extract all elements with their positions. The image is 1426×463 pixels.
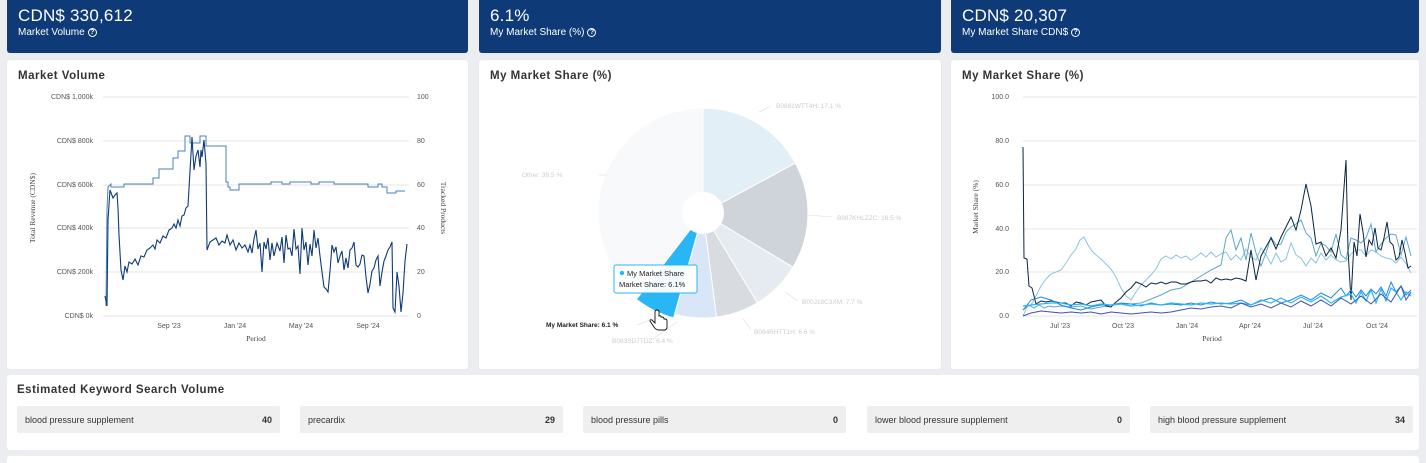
x-tick: Jan '24 [1176,323,1198,330]
keyword-volume: 0 [832,414,838,425]
y-tick-left: CDN$ 1,000k [51,94,94,101]
kpi-market-share-cdn: CDN$ 20,307 My Market Share CDN$? [951,0,1419,53]
y-tick-left: CDN$ 200k [57,269,94,276]
keyword-term: blood pressure supplement [25,414,134,425]
revenue-series [104,136,408,315]
keyword-chip[interactable]: lower blood pressure supplement 0 [867,406,1130,433]
market-volume-chart[interactable]: CDN$ 1,000k CDN$ 800k CDN$ 600k CDN$ 400… [7,60,468,369]
y-tick: 40.0 [995,226,1009,233]
card-title: My Market Share (%) [490,70,612,82]
y-axis-label-left: Total Revenue (CDN$) [28,173,37,243]
tooltip-value: Market Share: 6.1% [619,280,686,289]
y-tick: 20.0 [995,269,1009,276]
market-share-trend-chart[interactable]: 100.0 80.0 60.0 40.0 20.0 0.0 Jul '23 Oc… [951,60,1419,369]
pie-label: B087KHLZZC: 16.5 % [837,215,902,222]
keyword-term: lower blood pressure supplement [875,414,1008,425]
series-indigo [1022,284,1412,317]
card-title: My Market Share (%) [962,70,1084,82]
y-tick-right: 40 [417,225,425,232]
keyword-term: high blood pressure supplement [1158,414,1287,425]
x-tick: May '24 [289,323,313,330]
market-share-trend-card: My Market Share (%) 100.0 80.0 60.0 40.0… [951,60,1419,369]
keyword-chip[interactable]: high blood pressure supplement 34 [1150,406,1413,433]
kpi-market-volume: CDN$ 330,612 Market Volume? [7,0,468,53]
card-title: Market Volume [18,70,106,82]
pie-label: B084RHTT1H: 6.6 % [754,329,815,336]
kpi-value: CDN$ 330,612 [18,6,133,25]
keyword-volume: 0 [1116,414,1122,425]
y-tick: 100.0 [991,94,1009,101]
series-teal [1022,219,1412,311]
series-dark-navy [1022,146,1412,308]
kpi-value: 6.1% [490,6,530,25]
x-tick: Oct '23 [1112,323,1134,330]
help-icon[interactable]: ? [587,28,597,37]
x-tick: Oct '24 [1366,323,1388,330]
y-tick-left: CDN$ 0k [65,313,94,320]
series-sky [1022,287,1412,307]
pie-hole [682,192,724,234]
keyword-chip[interactable]: precardix 29 [300,406,563,433]
pie-slice[interactable] [702,107,797,214]
kpi-label: Market Volume [18,27,85,38]
pie-tooltip: My Market Share Market Share: 6.1% [613,264,698,294]
y-tick-left: CDN$ 600k [57,182,94,189]
y-tick: 80.0 [995,138,1009,145]
x-tick: Sep '24 [356,323,380,330]
y-tick: 60.0 [995,182,1009,189]
series-light-blue [1022,236,1412,317]
keyword-volume: 29 [544,414,555,425]
next-card-edge [7,456,1419,463]
x-tick: Jul '23 [1050,323,1070,330]
y-tick-right: 80 [417,138,425,145]
y-axis-label: Market Share (%) [971,180,980,234]
x-tick: Jul '24 [1303,323,1323,330]
help-icon[interactable]: ? [87,28,97,37]
y-tick-right: 100 [417,94,429,101]
kpi-market-share: 6.1% My Market Share (%)? [479,0,941,53]
x-tick: Sep '23 [157,323,181,330]
pie-slice[interactable] [701,162,809,268]
pie-label: B083SD7TDZ: 6.4 % [612,338,673,345]
keyword-volume: 40 [261,414,272,425]
y-tick-right: 60 [417,182,425,189]
pie-label-highlight: My Market Share: 6.1 % [546,322,618,329]
keyword-chip[interactable]: blood pressure supplement 40 [17,406,280,433]
x-axis-label: Period [246,334,266,343]
card-title: Estimated Keyword Search Volume [17,384,225,396]
keyword-search-volume-card: Estimated Keyword Search Volume blood pr… [7,375,1419,450]
keyword-chip[interactable]: blood pressure pills 0 [583,406,846,433]
market-share-pie-card: My Market Share (%) B0881WTT4H: 17.1 % B… [479,60,941,369]
tracked-products-series [105,135,405,307]
kpi-label: My Market Share CDN$ [962,27,1069,38]
x-tick: Apr '24 [1239,323,1261,330]
keyword-term: blood pressure pills [591,414,669,425]
y-tick-right: 0 [417,313,421,320]
market-volume-card: Market Volume CDN$ 1,000k CDN$ 800k CDN$… [7,60,468,369]
y-tick: 0.0 [999,313,1009,320]
kpi-value: CDN$ 20,307 [962,6,1068,25]
y-tick-left: CDN$ 400k [57,225,94,232]
hand-cursor-icon [649,309,668,331]
y-tick-right: 20 [417,269,425,276]
tooltip-series: My Market Share [627,269,684,278]
x-tick: Jan '24 [224,323,246,330]
y-tick-left: CDN$ 800k [57,138,94,145]
market-share-pie[interactable]: B0881WTT4H: 17.1 % B087KHLZZC: 16.5 % B0… [479,60,941,369]
keyword-term: precardix [308,414,346,425]
pie-label: Other: 39.5 % [522,172,562,179]
pie-label: B00J18C3XM: 7.7 % [802,299,863,306]
pie-label: B0881WTT4H: 17.1 % [776,103,841,110]
kpi-label: My Market Share (%) [490,27,585,38]
y-axis-label-right: Tracked Products [439,182,448,235]
x-axis-label: Period [1202,334,1222,343]
keyword-volume: 34 [1394,414,1405,425]
help-icon[interactable]: ? [1071,28,1081,37]
